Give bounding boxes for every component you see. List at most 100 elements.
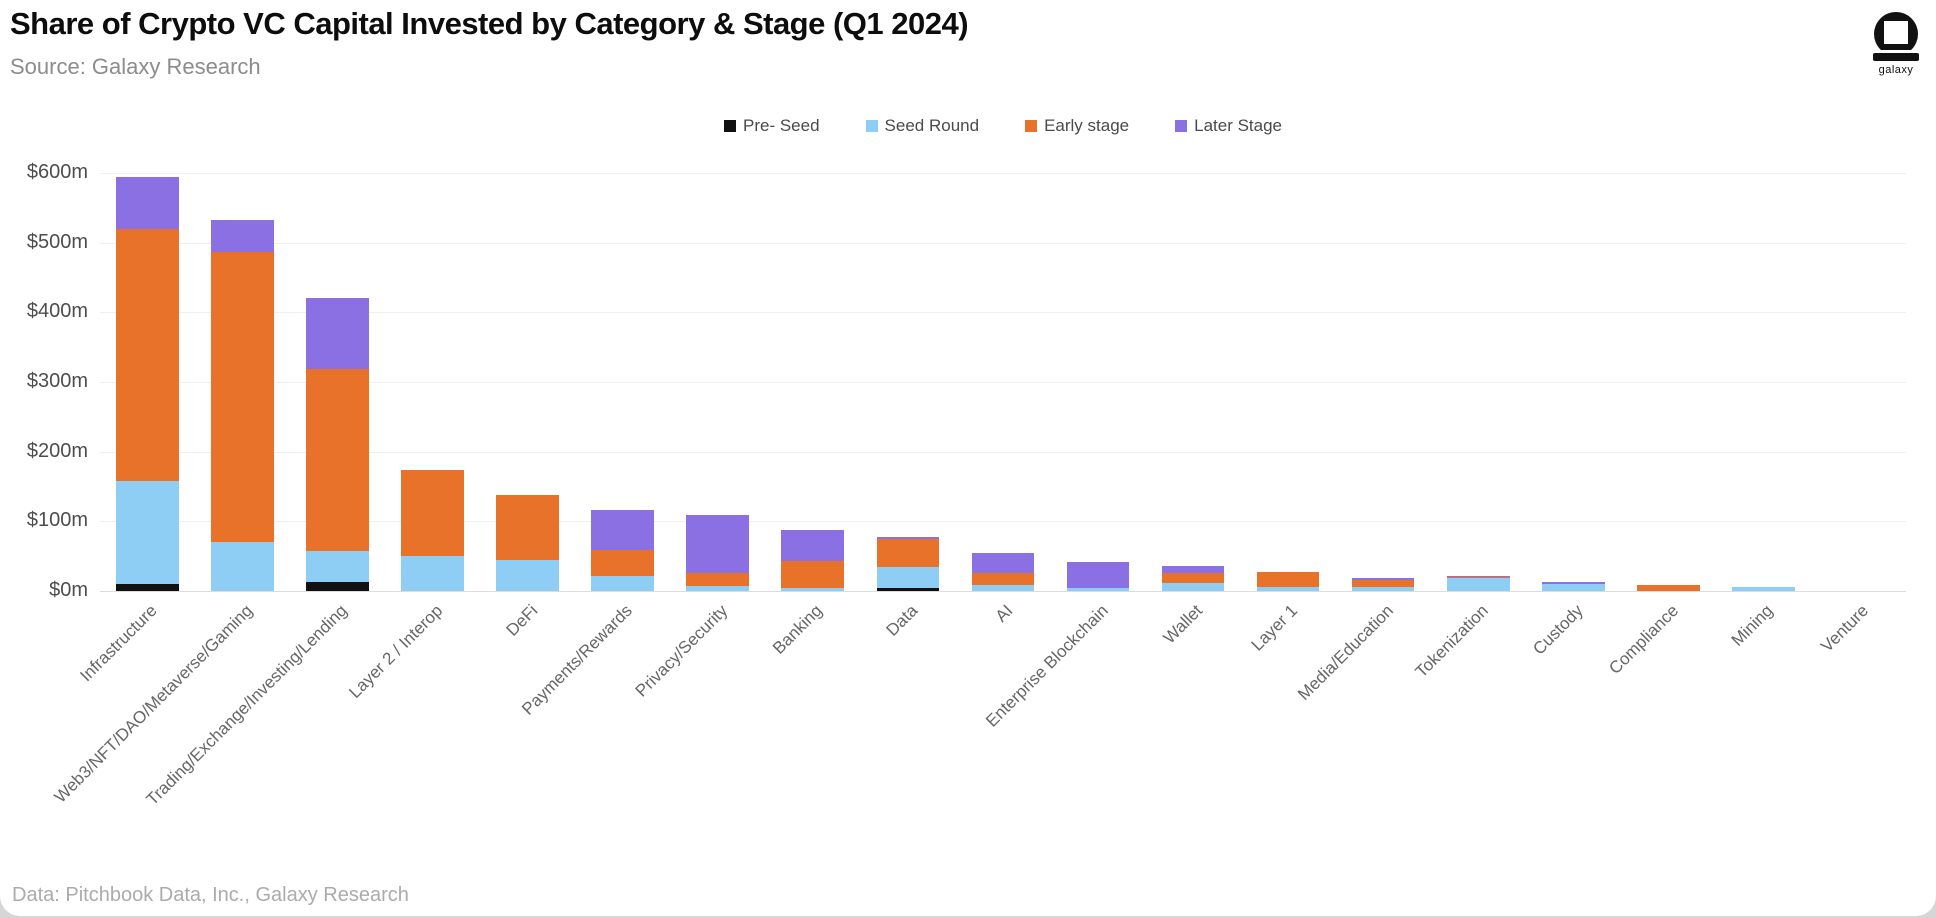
x-axis-label: Web3/NFT/DAO/Metaverse/Gaming [50, 601, 257, 807]
bar-segment [1256, 571, 1320, 587]
bar-segment [496, 559, 560, 591]
bar-segment [496, 494, 560, 560]
bar-column [1716, 173, 1811, 591]
bars-layer [100, 173, 1906, 591]
bar-segment [1161, 582, 1225, 591]
stacked-bar [1731, 586, 1795, 591]
x-axis-label: Trading/Exchange/Investing/Lending [142, 601, 352, 810]
data-credit: Data: Pitchbook Data, Inc., Galaxy Resea… [12, 884, 409, 906]
legend-item-pre-seed: Pre- Seed [723, 116, 820, 136]
x-axis-label: Layer 2 / Interop [345, 601, 447, 702]
x-axis-label: Compliance [1604, 601, 1682, 678]
bar-segment [1541, 584, 1605, 591]
bar-segment [1446, 577, 1510, 579]
y-axis-tick: $500m [26, 230, 88, 253]
stacked-bar [306, 298, 369, 591]
bar-segment [876, 538, 940, 567]
x-axis-label: DeFi [502, 601, 542, 640]
y-axis-tick: $300m [26, 370, 88, 393]
bar-column [385, 173, 480, 591]
stacked-bar [781, 530, 845, 591]
stacked-bar [1161, 565, 1225, 591]
bar-segment [211, 542, 274, 591]
bar-segment [1161, 565, 1225, 573]
x-axis-label: Wallet [1160, 601, 1207, 648]
bar-segment [306, 550, 369, 582]
y-axis: $0m $100m $200m $300m $400m $500m $600m [0, 161, 88, 601]
stacked-bar [1351, 577, 1415, 591]
stacked-bar [686, 515, 750, 591]
bar-column [195, 173, 290, 591]
bar-segment [116, 480, 179, 585]
bar-segment [686, 515, 750, 573]
bar-segment [1351, 577, 1415, 580]
bar-column [1811, 173, 1906, 591]
gridline [100, 521, 1906, 523]
x-axis-label: Data [882, 601, 922, 640]
x-axis-label: Infrastructure [76, 601, 161, 686]
stacked-bar [496, 494, 560, 591]
galaxy-logo: galaxy [1870, 12, 1922, 76]
bar-segment [591, 510, 655, 550]
bar-segment [306, 298, 369, 370]
bar-segment [971, 584, 1035, 591]
legend-label: Pre- Seed [742, 116, 820, 135]
bar-segment [306, 369, 369, 551]
bar-column [290, 173, 385, 591]
bar-column [575, 173, 670, 591]
bar-segment [1731, 586, 1795, 591]
bar-column [1050, 173, 1145, 591]
bar-segment [781, 588, 845, 591]
stacked-bar [1066, 561, 1130, 591]
bar-segment [781, 561, 845, 589]
x-axis-label: AI [991, 601, 1017, 626]
bar-segment [306, 581, 369, 591]
bar-segment [686, 572, 750, 587]
y-axis-tick: $600m [26, 161, 88, 184]
bar-segment [781, 530, 845, 562]
bar-segment [591, 575, 655, 591]
stacked-bar [401, 469, 465, 591]
bar-segment [1351, 579, 1415, 587]
bar-segment [876, 566, 940, 588]
stacked-bar [1446, 575, 1510, 591]
stacked-bar [211, 219, 274, 591]
legend-item-later-stage: Later Stage [1175, 116, 1282, 136]
x-axis-label: Privacy/Security [631, 601, 732, 701]
legend-label: Seed Round [884, 116, 980, 135]
bar-segment [211, 252, 274, 543]
bar-column [1146, 173, 1241, 591]
legend-label: Later Stage [1194, 116, 1283, 135]
bar-segment [971, 572, 1035, 585]
bar-segment [1446, 578, 1510, 591]
bar-column [765, 173, 860, 591]
bar-segment [876, 536, 940, 539]
x-axis-label: Media/Education [1293, 601, 1397, 704]
bar-column [670, 173, 765, 591]
bar-column [1241, 173, 1336, 591]
early-stage-swatch-icon [1025, 120, 1038, 132]
stacked-bar [1541, 581, 1605, 591]
legend-item-early-stage: Early stage [1025, 116, 1129, 136]
legend-item-seed-round: Seed Round [865, 116, 980, 136]
bar-segment [401, 469, 465, 557]
bar-segment [116, 584, 179, 591]
legend: Pre- Seed Seed Round Early stage Later S… [100, 116, 1906, 136]
plot-area [100, 173, 1906, 592]
x-axis-label: Venture [1816, 601, 1872, 656]
y-axis-tick: $100m [26, 509, 88, 532]
pre-seed-swatch-icon [723, 120, 736, 132]
bar-column [955, 173, 1050, 591]
bar-column [1431, 173, 1526, 591]
bar-segment [1541, 581, 1605, 585]
bar-segment [116, 228, 179, 481]
x-axis-label: Layer 1 [1247, 601, 1302, 655]
bar-segment [971, 552, 1035, 573]
x-axis-label: Mining [1727, 601, 1777, 650]
bar-segment [1446, 575, 1510, 578]
stacked-bar [971, 552, 1035, 591]
bar-column [480, 173, 575, 591]
bar-segment [1351, 586, 1415, 591]
bar-column [100, 173, 195, 591]
